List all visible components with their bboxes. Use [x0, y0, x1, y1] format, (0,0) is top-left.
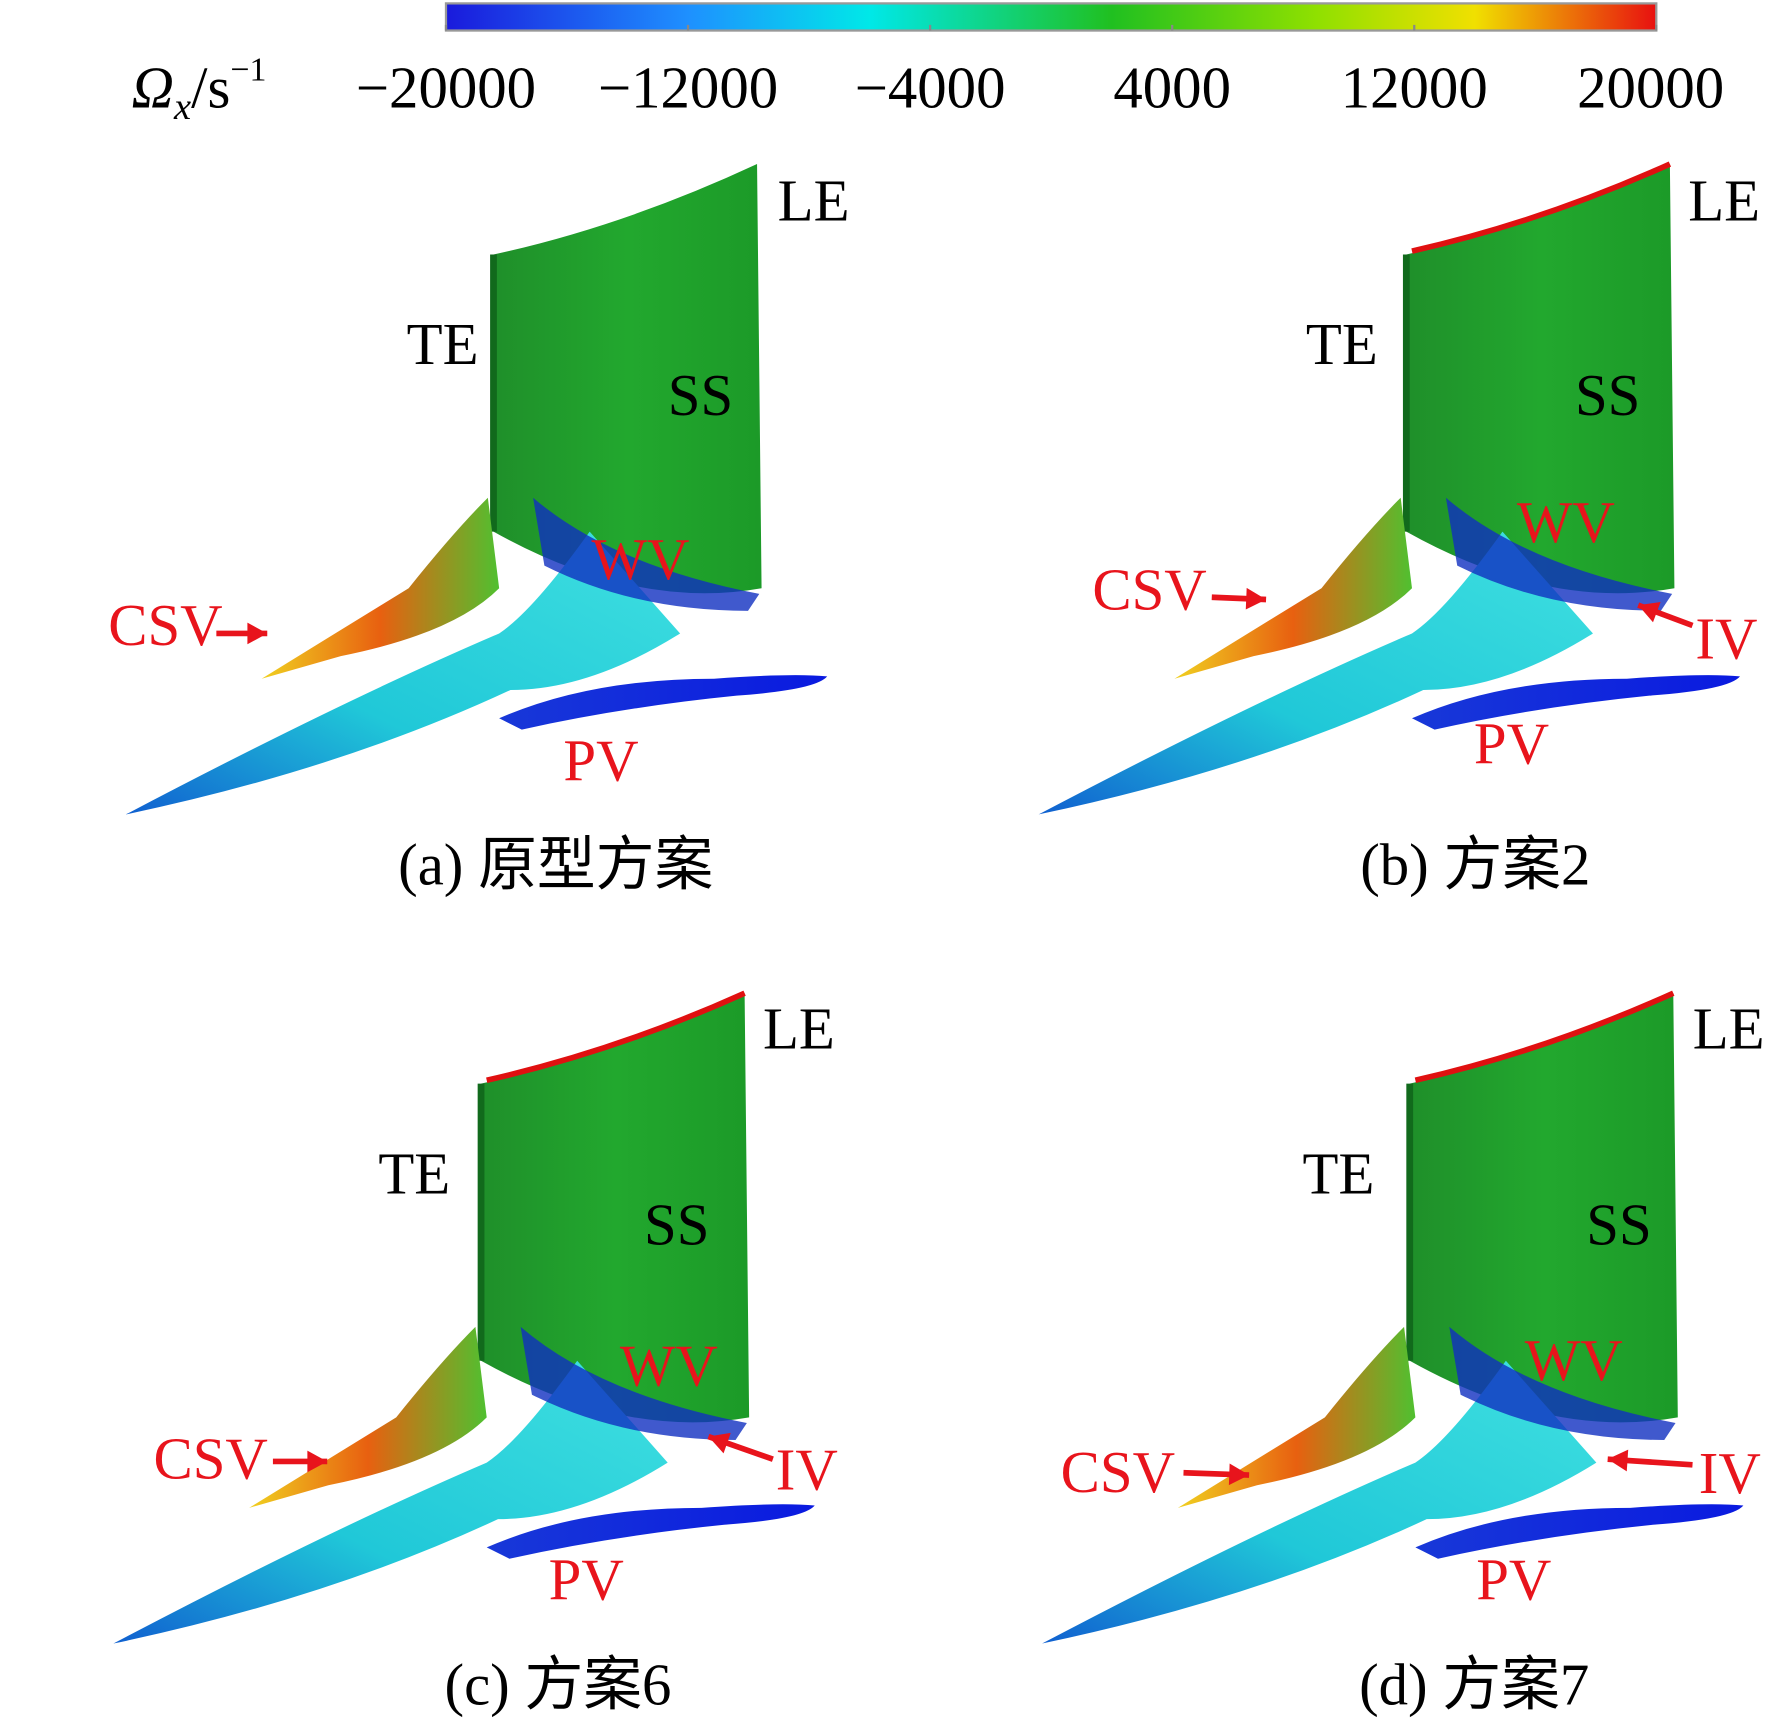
- pv-label: PV: [563, 728, 638, 793]
- wv-shape: [1449, 1326, 1676, 1440]
- le-label: LE: [763, 997, 835, 1062]
- colorbar-tick-label: 4000: [1113, 55, 1231, 120]
- tail-shape: [113, 1360, 668, 1644]
- arrow-head: [708, 1432, 731, 1454]
- colorbar-tick-label: 12000: [1341, 55, 1488, 120]
- arrow-head: [307, 1450, 328, 1473]
- panel-caption: (a) 原型方案: [398, 833, 713, 898]
- tail-shape: [1042, 1360, 1597, 1644]
- colorbar-tick-label: −20000: [356, 55, 536, 120]
- csv-shape: [261, 497, 500, 679]
- csv-label: CSV: [1061, 1440, 1175, 1505]
- arrow-head: [1607, 1449, 1629, 1472]
- panel: [113, 990, 815, 1644]
- iv-label: IV: [1699, 1441, 1761, 1506]
- blade-tip: [1414, 990, 1675, 1084]
- csv-label: CSV: [108, 593, 222, 658]
- panel: [125, 164, 828, 815]
- panel-caption: (b) 方案2: [1360, 833, 1590, 898]
- wv-shape: [520, 1326, 747, 1440]
- panel: [1042, 990, 1744, 1644]
- le-label: LE: [1693, 997, 1765, 1062]
- le-label: LE: [778, 169, 850, 234]
- colorbar-tick-label: −4000: [855, 55, 1006, 120]
- te-label: TE: [1303, 1141, 1375, 1206]
- ss-label: SS: [1586, 1192, 1651, 1257]
- ss-label: SS: [668, 363, 733, 428]
- blade-tip: [1411, 161, 1672, 254]
- blade: [1406, 164, 1675, 594]
- blade: [493, 164, 762, 594]
- colorbar-tick-label: −12000: [598, 55, 778, 120]
- pv-shape: [499, 675, 828, 730]
- colorbar-tick-label: 20000: [1577, 55, 1724, 120]
- panel-caption: (d) 方案7: [1359, 1653, 1589, 1718]
- pv-shape: [486, 1504, 815, 1559]
- blade: [1409, 993, 1678, 1423]
- arrow-head: [1228, 1463, 1250, 1486]
- pv-label: PV: [1476, 1547, 1551, 1612]
- pv-shape: [1415, 1504, 1744, 1559]
- pv-shape: [1411, 675, 1741, 730]
- arrow-head: [1638, 601, 1661, 623]
- wv-label: WV: [620, 1334, 718, 1399]
- blade-tip: [486, 990, 746, 1084]
- csv-label: CSV: [1092, 558, 1206, 623]
- ss-label: SS: [644, 1192, 709, 1257]
- te-label: TE: [1306, 312, 1378, 377]
- le-label: LE: [1688, 169, 1760, 234]
- pv-label: PV: [549, 1547, 624, 1612]
- te-label: TE: [378, 1141, 450, 1206]
- wv-label: WV: [1517, 490, 1615, 555]
- pv-label: PV: [1474, 712, 1549, 777]
- csv-shape: [249, 1326, 487, 1508]
- wv-shape: [533, 497, 760, 611]
- panel: [1038, 161, 1741, 815]
- blade: [481, 993, 750, 1423]
- arrow-head: [1245, 587, 1267, 610]
- ss-label: SS: [1575, 363, 1640, 428]
- arrow-head: [247, 622, 268, 645]
- panel-caption: (c) 方案6: [444, 1653, 671, 1718]
- wv-label: WV: [1525, 1328, 1623, 1393]
- colorbar: [444, 2, 1658, 32]
- colorbar-label: Ωx/s−1: [132, 51, 267, 127]
- wv-label: WV: [592, 527, 690, 592]
- csv-label: CSV: [154, 1426, 268, 1491]
- csv-shape: [1177, 1326, 1416, 1508]
- wv-shape: [1445, 497, 1673, 611]
- iv-label: IV: [1695, 606, 1757, 671]
- tail-shape: [1038, 531, 1593, 815]
- te-label: TE: [407, 312, 479, 377]
- iv-label: IV: [776, 1438, 838, 1503]
- tail-shape: [125, 531, 681, 815]
- csv-shape: [1174, 497, 1412, 679]
